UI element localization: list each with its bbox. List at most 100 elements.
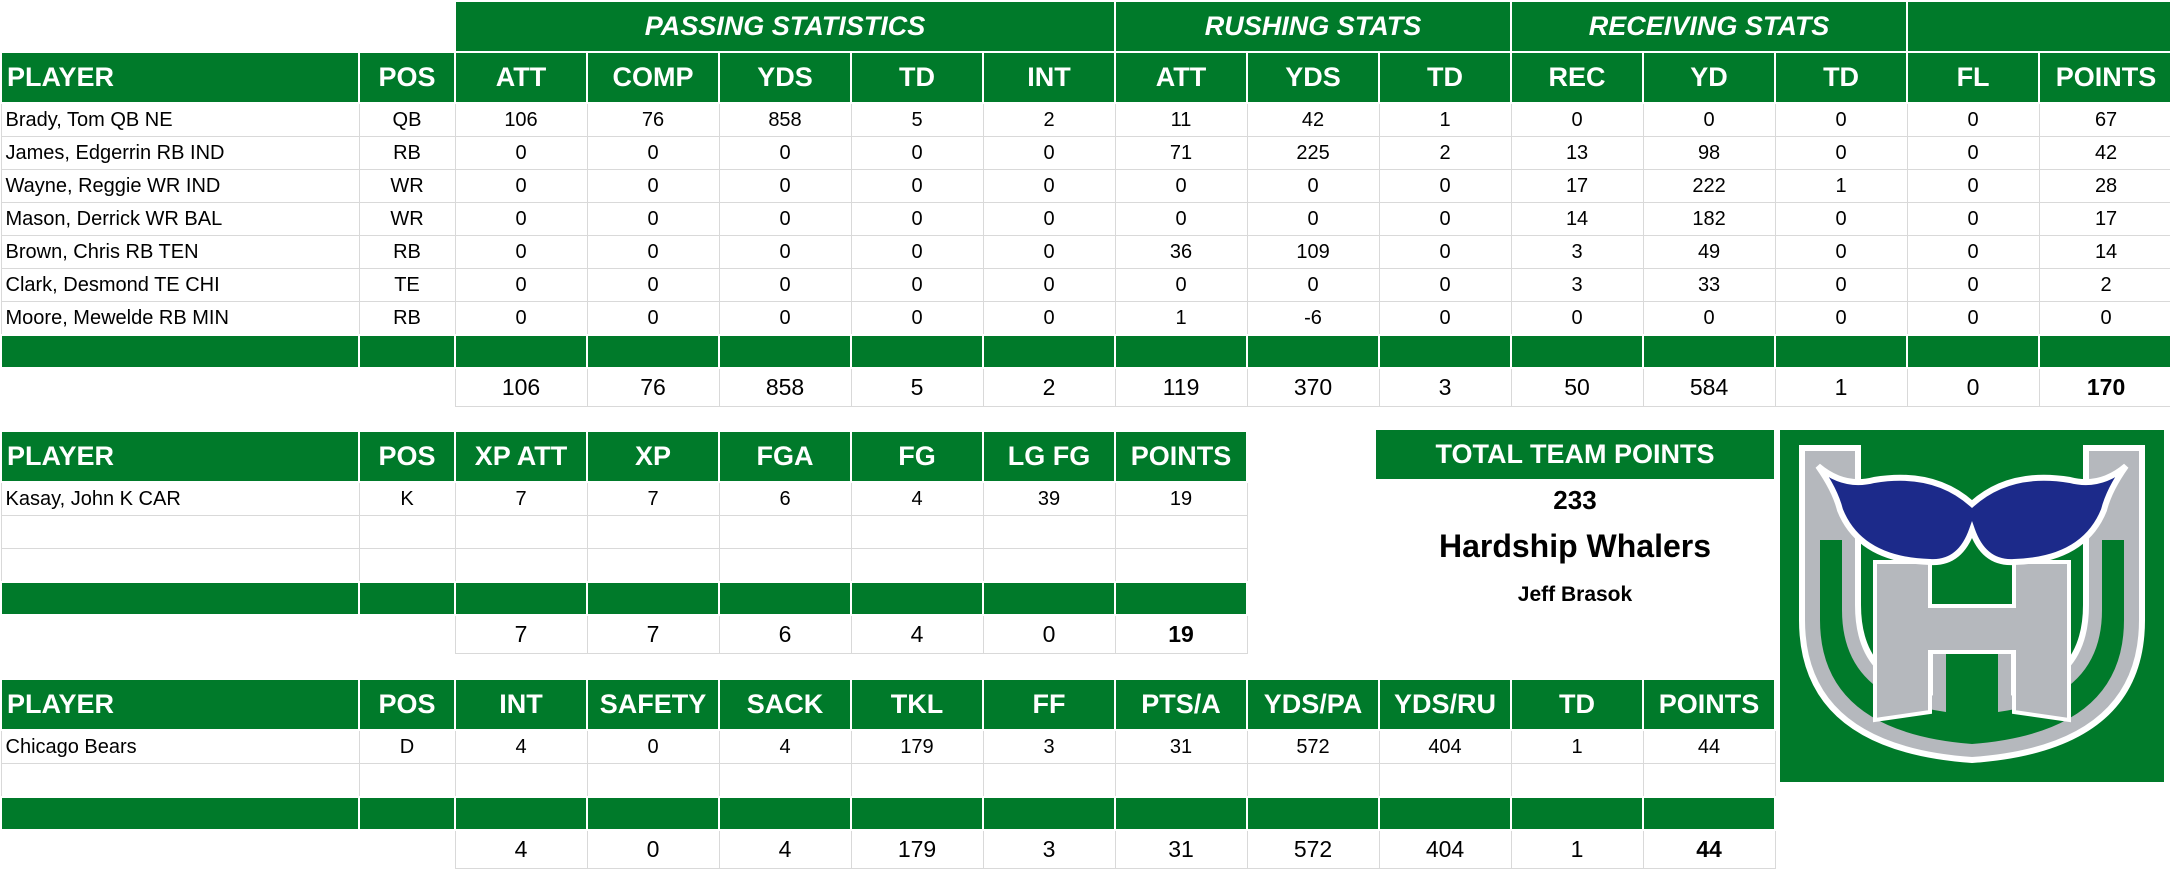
column-header: TKL [850, 678, 984, 731]
stat-cell [586, 548, 720, 583]
column-header: TD [1774, 51, 1909, 104]
stat-cell: 0 [586, 268, 720, 302]
stat-cell: 1 [1114, 301, 1248, 336]
total-cell: 4 [454, 830, 588, 869]
group-header-rushing: RUSHING STATS [1114, 0, 1513, 52]
stat-cell: 17 [2038, 202, 2170, 236]
stat-cell [454, 763, 588, 798]
stat-cell: RB [358, 301, 456, 336]
stat-cell: 0 [1906, 169, 2040, 203]
totals-blank [1, 830, 359, 869]
stat-cell: 0 [586, 136, 720, 170]
stat-cell: 44 [1642, 729, 1776, 764]
stat-cell: WR [358, 202, 456, 236]
stat-cell: 14 [2038, 235, 2170, 269]
stat-cell: 0 [718, 136, 852, 170]
stat-cell: 5 [850, 102, 984, 137]
stat-cell: 36 [1114, 235, 1248, 269]
stat-cell [850, 763, 984, 798]
column-header: POS [358, 678, 456, 731]
column-header: YDS [718, 51, 852, 104]
column-header: INT [981, 51, 1117, 104]
column-header: TD [1510, 678, 1644, 731]
separator-cell [718, 334, 852, 369]
stat-cell: 7 [586, 481, 720, 516]
stat-cell [1642, 763, 1776, 798]
separator-cell [2038, 334, 2170, 369]
table-row: James, Edgerrin RB IND RB 0 0 0 0 0 71 225 2 13 98 0… [0, 136, 2170, 170]
stat-cell: 0 [1906, 301, 2040, 336]
stat-cell: 0 [586, 169, 720, 203]
table-row: Brady, Tom QB NE QB 106 76 858 5 2 11 42 1 0 0 0 0 67 [0, 102, 2170, 137]
column-header: TD [1378, 51, 1513, 104]
total-team-points-label: TOTAL TEAM POINTS [1376, 430, 1774, 479]
column-header: YDS/PA [1246, 678, 1380, 731]
stat-cell: 106 [454, 102, 588, 137]
stat-cell: 71 [1114, 136, 1248, 170]
stat-cell: 3 [982, 729, 1116, 764]
column-header: PTS/A [1114, 678, 1248, 731]
totals-blank [1, 615, 359, 654]
stat-cell: 0 [1774, 268, 1908, 302]
stat-cell: 179 [850, 729, 984, 764]
column-header: POS [358, 430, 456, 483]
stat-cell: TE [358, 268, 456, 302]
separator-cell [1774, 334, 1909, 369]
column-header: LG FG [982, 430, 1116, 483]
stat-cell: 0 [586, 301, 720, 336]
player-name: Chicago Bears [0, 729, 360, 764]
stat-cell: RB [358, 235, 456, 269]
total-cell: 858 [718, 368, 852, 407]
stat-cell: 0 [850, 235, 984, 269]
total-cell: 31 [1114, 830, 1248, 869]
stat-cell: D [358, 729, 456, 764]
stat-cell: 0 [454, 136, 588, 170]
table-row: Mason, Derrick WR BAL WR 0 0 0 0 0 0 0 0 14 182 0 0 17 [0, 202, 2170, 236]
stat-cell: 0 [454, 235, 588, 269]
separator-cell [358, 581, 456, 616]
stat-cell: 2 [2038, 268, 2170, 302]
separator-cell [1378, 796, 1512, 831]
separator-cell [1378, 334, 1513, 369]
column-header: TD [850, 51, 984, 104]
stat-cell: 42 [1246, 102, 1380, 137]
stat-cell: 0 [1378, 301, 1512, 336]
separator-cell [454, 334, 588, 369]
stat-cell [982, 548, 1116, 583]
column-header: POINTS [1114, 430, 1248, 483]
stat-cell [850, 548, 984, 583]
player-name: Brady, Tom QB NE [0, 102, 360, 137]
team-summary-panel: TOTAL TEAM POINTS 233 Hardship Whalers J… [1376, 430, 1774, 607]
stat-cell [358, 515, 456, 549]
group-header-passing: PASSING STATISTICS [453, 0, 1117, 52]
stat-cell: 0 [850, 136, 984, 170]
defense-totals-row: 4 0 4 179 3 31 572 404 1 44 [1, 830, 1776, 869]
stat-cell: 0 [850, 202, 984, 236]
stat-cell: 0 [454, 169, 588, 203]
column-header: ATT [1114, 51, 1249, 104]
stat-cell: 1 [1378, 102, 1512, 137]
player-name: Moore, Mewelde RB MIN [0, 301, 360, 336]
separator-cell [1510, 796, 1644, 831]
team-name: Hardship Whalers [1438, 528, 1712, 564]
stat-cell: 0 [1114, 268, 1248, 302]
stat-cell: 0 [1378, 235, 1512, 269]
totals-blank [1, 368, 359, 407]
total-cell: 0 [586, 830, 720, 869]
separator-cell [718, 581, 852, 616]
table-row: Brown, Chris RB TEN RB 0 0 0 0 0 36 109 0 3 49 0 0 14 [0, 235, 2170, 269]
kicker-stats-table: PLAYER POS XP ATT XP FGA FG LG FG POINTS Kasay,… [0, 430, 1248, 654]
stat-cell: 0 [1774, 301, 1908, 336]
column-header: FG [850, 430, 984, 483]
stat-cell [1114, 548, 1248, 583]
stat-cell: 42 [2038, 136, 2170, 170]
table-row [0, 763, 1776, 798]
total-cell: 7 [586, 615, 720, 654]
table-row: Chicago Bears D 4 0 4 179 3 31 572 404 1 44 [0, 729, 1776, 764]
total-cell: 119 [1114, 368, 1248, 407]
separator-cell [586, 334, 720, 369]
separator-cell [1114, 796, 1248, 831]
stat-cell [850, 515, 984, 549]
stat-cell: 0 [850, 169, 984, 203]
stat-cell [586, 515, 720, 549]
